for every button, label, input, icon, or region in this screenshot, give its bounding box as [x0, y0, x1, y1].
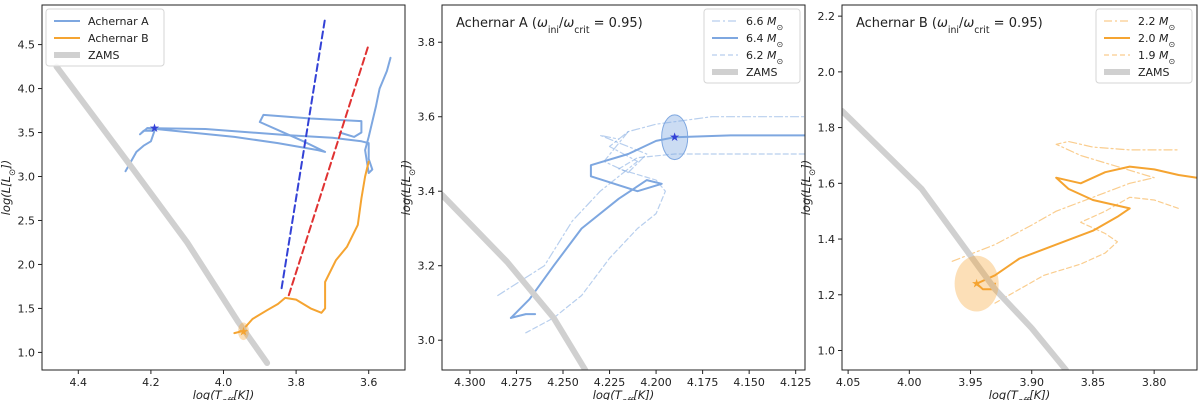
- y-tick-label: 1.5: [18, 302, 36, 315]
- series-line-zams: [53, 63, 271, 366]
- y-tick-label: 3.4: [418, 185, 436, 198]
- y-tick-label: 1.8: [818, 122, 836, 135]
- axes-frame: [441, 4, 806, 371]
- axes-frame: [841, 4, 1198, 371]
- legend: Achernar A Achernar B ZAMS: [45, 8, 165, 67]
- x-tick-label: 4.275: [501, 376, 533, 389]
- legend-entry: ZAMS: [88, 49, 120, 62]
- x-axis-label: log(Teff[K]): [989, 388, 1051, 400]
- x-tick-label: 4.150: [733, 376, 765, 389]
- chart-panel-2: ★ 4.300 4.275 4.250 4.225 4.200 4.175 4.150 4.12…: [399, 4, 812, 400]
- uncertainty-circle: [954, 255, 999, 312]
- plot-area: ★★: [53, 17, 392, 366]
- series-line-6-2-m-: [525, 153, 805, 334]
- y-tick-label: 2.0: [18, 258, 36, 271]
- x-tick-label: 4.0: [215, 376, 233, 389]
- y-tick-label: 2.5: [18, 214, 36, 227]
- series-line-6-6-m-: [497, 116, 805, 297]
- x-tick-label: 4.125: [780, 376, 812, 389]
- x-tick-label: 4.200: [640, 376, 672, 389]
- x-tick-label: 3.6: [360, 376, 378, 389]
- legend-entry: 2.2 M⊙: [1138, 15, 1175, 32]
- series-line-achernar-a-loop: [146, 113, 363, 153]
- panel-title: Achernar A (ωini/ωcrit = 0.95): [456, 16, 643, 36]
- legend-entry: 2.0 M⊙: [1138, 32, 1175, 49]
- x-tick-label: 4.05: [836, 376, 861, 389]
- y-tick-label: 1.0: [18, 346, 36, 359]
- x-tick-label: 4.175: [687, 376, 719, 389]
- series-line-6-4-m-: [509, 134, 805, 319]
- legend-entry: 1.9 M⊙: [1138, 49, 1175, 66]
- series-line-2-0-m-: [975, 165, 1197, 285]
- uncertainty-circle: [238, 322, 249, 341]
- legend-entry: ZAMS: [1138, 66, 1170, 79]
- legend: 6.6 M⊙6.4 M⊙6.2 M⊙ZAMS: [703, 8, 801, 84]
- y-tick-label: 1.0: [818, 344, 836, 357]
- series-line-blue-edge: [280, 17, 327, 290]
- series-line-red-edge: [287, 43, 370, 297]
- x-tick-label: 4.2: [142, 376, 160, 389]
- x-tick-label: 4.00: [897, 376, 922, 389]
- y-tick-label: 3.0: [18, 171, 36, 184]
- series-line-achernar-b: [233, 160, 370, 335]
- x-tick-label: 4.4: [70, 376, 88, 389]
- star-marker: ★: [238, 324, 249, 338]
- y-tick-label: 3.2: [418, 260, 436, 273]
- series-line-achernar-a: [124, 56, 392, 174]
- chart-panel-3: ★ 4.05 4.00 3.95 3.90 3.85 3.80 1.0 1.2 1.4 1.6 1.8…: [799, 4, 1198, 400]
- x-tick-label: 3.95: [958, 376, 983, 389]
- uncertainty-circle: [661, 114, 689, 161]
- legend-entry: 6.6 M⊙: [746, 15, 783, 32]
- series-line-2-2-m-: [951, 140, 1180, 262]
- legend: 2.2 M⊙2.0 M⊙1.9 M⊙ZAMS: [1095, 8, 1193, 84]
- y-tick-label: 1.4: [818, 233, 836, 246]
- series-line-6-4-m-tail: [509, 313, 537, 319]
- y-tick-label: 2.0: [818, 66, 836, 79]
- chart-panel-1: ★★4.4 4.2 4.0 3.8 3.61.01.52.02.53.03.54.04.…: [0, 4, 406, 400]
- legend-entry: ZAMS: [746, 66, 778, 79]
- star-marker: ★: [149, 121, 160, 135]
- x-axis-label: log(Teff[K]): [593, 388, 655, 400]
- y-tick-label: 4.5: [18, 39, 36, 52]
- y-axis-label: log(L[L⊙]): [399, 160, 418, 216]
- y-tick-label: 3.6: [418, 111, 436, 124]
- series-line-6-6-m-loop: [599, 131, 648, 174]
- x-tick-label: 3.85: [1081, 376, 1106, 389]
- y-axis-label: log(L[L⊙]): [0, 160, 18, 216]
- plot-area: ★: [442, 114, 805, 370]
- y-tick-label: 3.0: [418, 334, 436, 347]
- x-axis-label: log(Teff[K]): [193, 388, 255, 400]
- x-tick-label: 3.90: [1019, 376, 1044, 389]
- panel-title: Achernar B (ωini/ωcrit = 0.95): [856, 16, 1043, 36]
- star-marker: ★: [971, 277, 982, 291]
- y-tick-label: 3.5: [18, 127, 36, 140]
- series-line-1-9-m-: [994, 196, 1180, 304]
- series-line-zams: [442, 191, 589, 370]
- x-tick-label: 3.8: [287, 376, 305, 389]
- y-tick-label: 1.6: [818, 177, 836, 190]
- series-line-zams: [842, 107, 1069, 370]
- legend-entry: Achernar B: [88, 32, 149, 45]
- plot-area: ★: [842, 107, 1197, 370]
- y-tick-label: 3.8: [418, 36, 436, 49]
- star-marker: ★: [669, 130, 680, 144]
- y-axis-label: log(L[L⊙]): [799, 160, 818, 216]
- y-tick-label: 2.2: [818, 10, 836, 23]
- legend-entry: Achernar A: [88, 15, 149, 28]
- x-tick-label: 4.225: [594, 376, 626, 389]
- legend-entry: 6.4 M⊙: [746, 32, 783, 49]
- y-tick-label: 1.2: [818, 289, 836, 302]
- x-tick-label: 3.80: [1142, 376, 1167, 389]
- legend-entry: 6.2 M⊙: [746, 49, 783, 66]
- y-tick-label: 4.0: [18, 83, 36, 96]
- x-tick-label: 4.250: [547, 376, 579, 389]
- x-tick-label: 4.300: [454, 376, 486, 389]
